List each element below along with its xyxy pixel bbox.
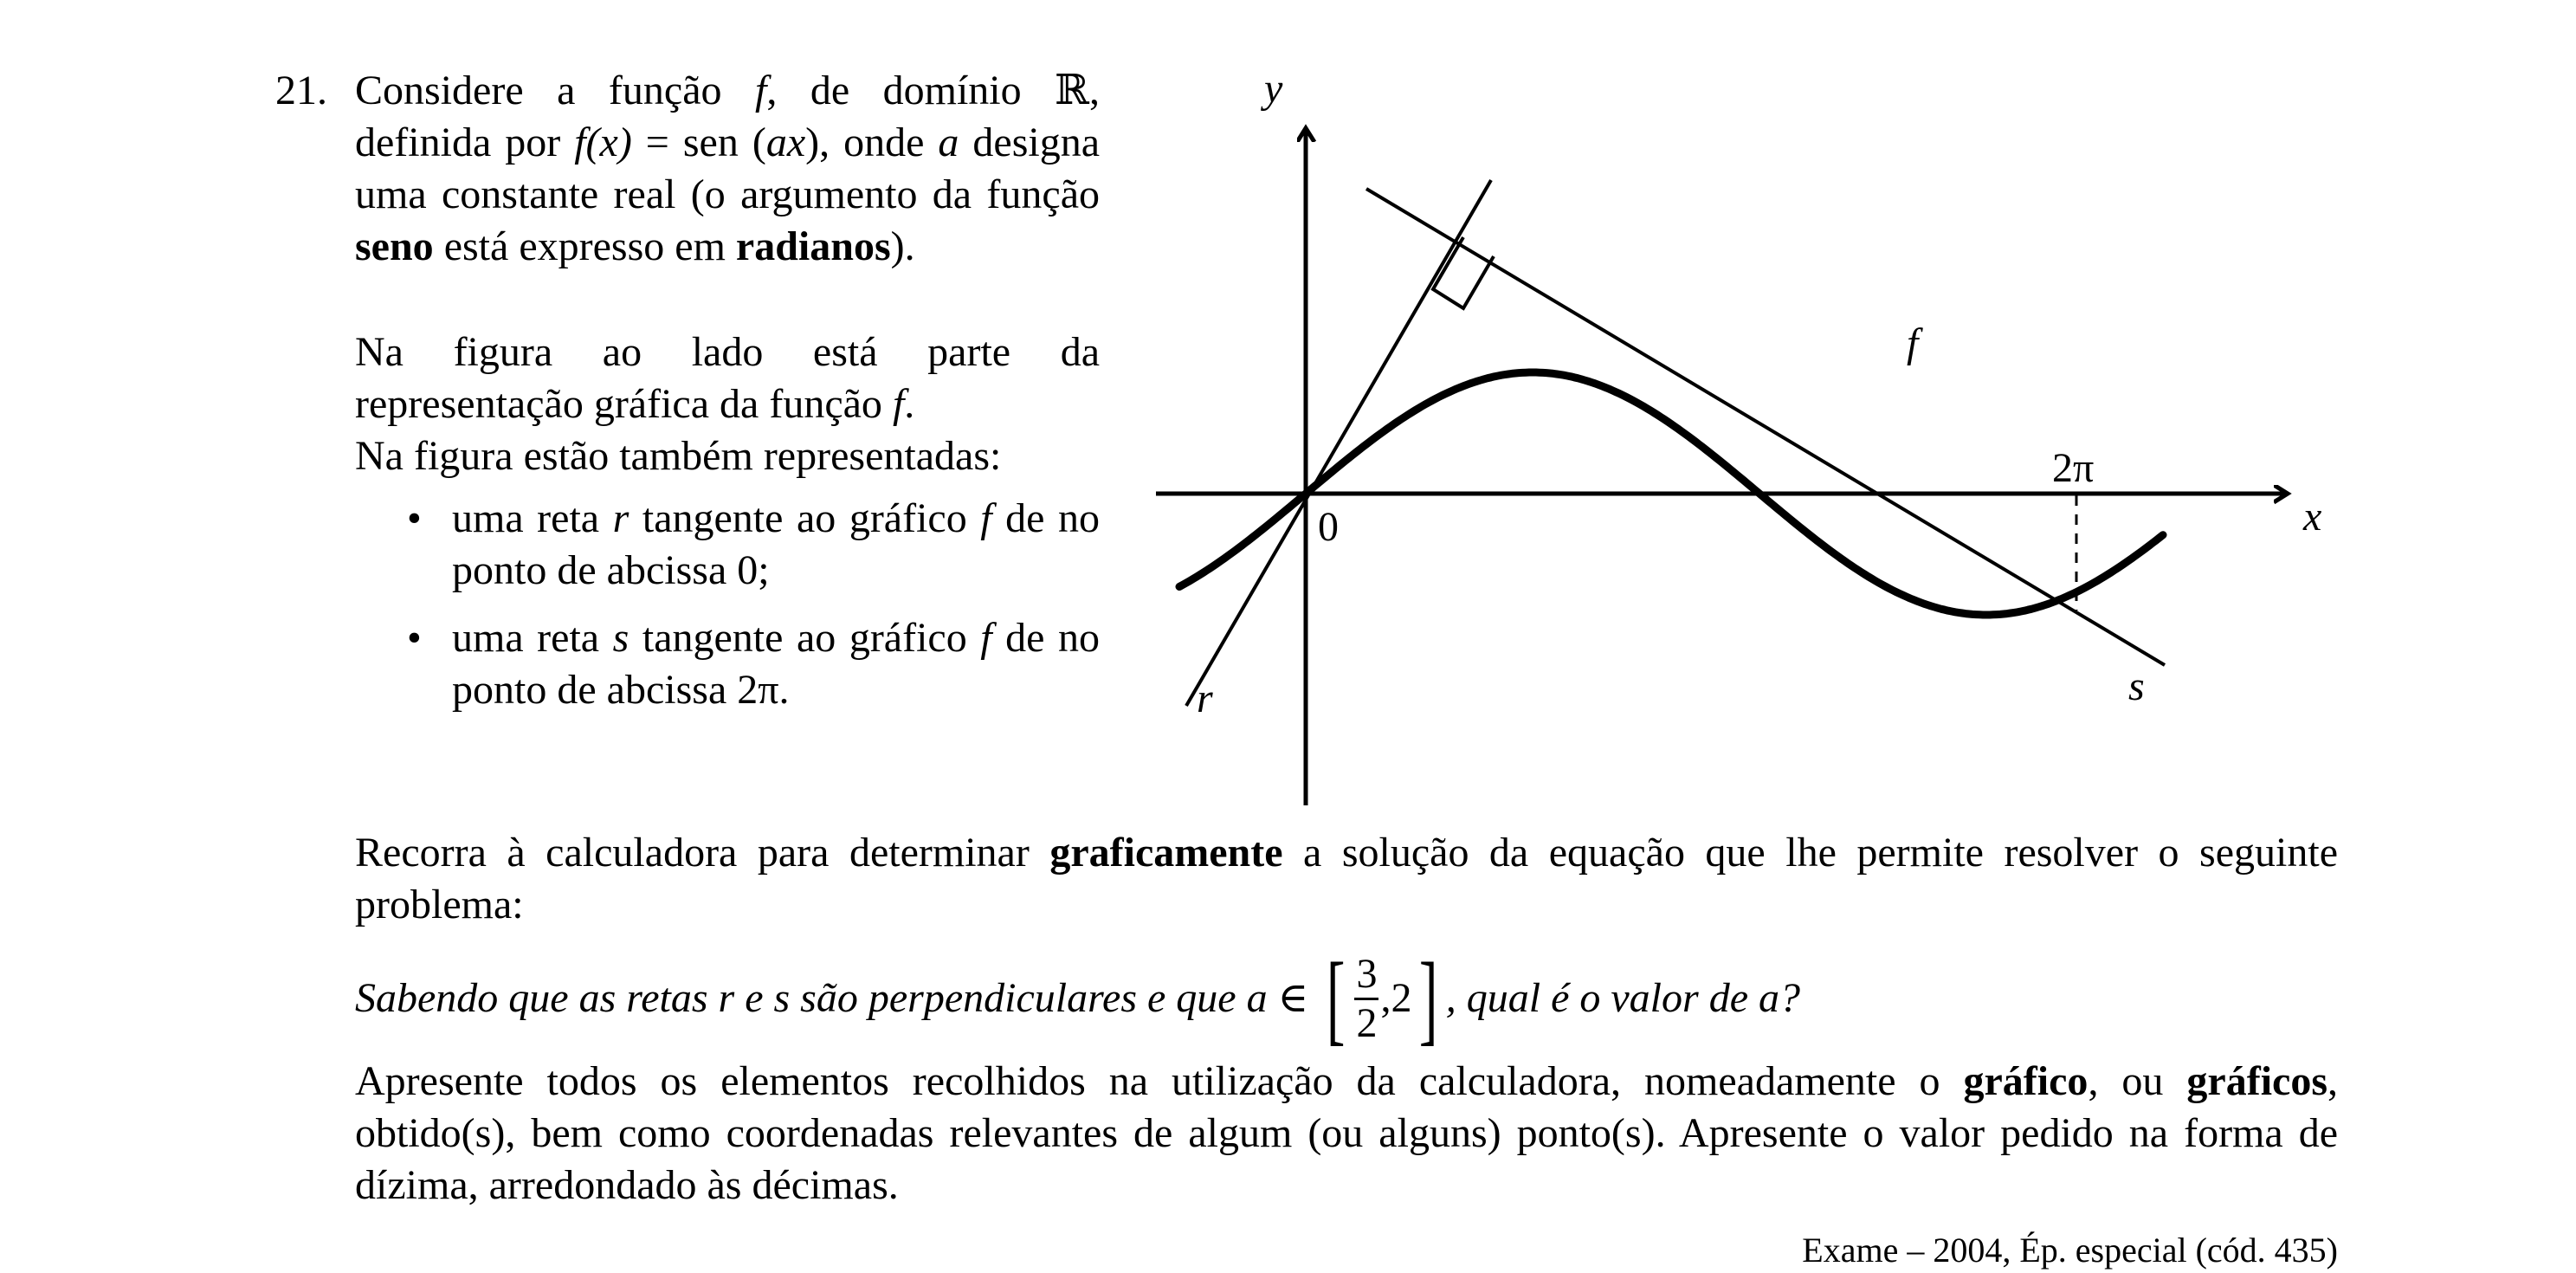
question-text: , qual é o valor de a? (1445, 975, 1800, 1021)
problem-question: Sabendo que as retas r e s são perpendic… (355, 947, 2338, 1050)
figure-description: Na figura ao lado está parte da represen… (355, 326, 1100, 430)
interval-open-bracket: [ (1326, 941, 1346, 1055)
function-symbol: f (754, 68, 767, 113)
bold-grafico: gráfico (1963, 1058, 2089, 1104)
list-item: • uma reta s tangente ao gráfico f de no … (355, 612, 1100, 716)
constant-symbol: a (938, 120, 959, 165)
intro-text: = sen ( (631, 120, 766, 165)
fraction-denominator: 2 (1356, 999, 1378, 1046)
x-axis-label: x (2302, 494, 2321, 540)
fraction-bar (1354, 997, 1379, 1000)
description-text: . (904, 381, 915, 427)
f-label: f (1907, 320, 1923, 366)
interval-upper: ,2 (1380, 975, 1412, 1021)
item-text: de no ponto de abcissa 0; (452, 495, 1100, 593)
exam-source: Exame – 2004, Ép. especial (cód. 435) (1802, 1231, 2338, 1270)
intro-paragraph: Considere a função f, de domínio ℝ, defi… (355, 65, 1100, 273)
bold-graficamente: graficamente (1049, 830, 1283, 876)
intro-text: está expresso em (433, 223, 736, 269)
bullet-icon: • (407, 615, 422, 661)
item-text: de no ponto de abcissa 2π. (452, 615, 1100, 713)
function-expression: f(x) (574, 120, 632, 165)
intro-text: Considere a função (355, 68, 755, 113)
r-label: r (1197, 675, 1213, 721)
item-text: tangente ao gráfico (629, 615, 981, 661)
item-text: uma reta (452, 495, 613, 541)
question-text: Sabendo que as retas r e s são perpendic… (355, 975, 1320, 1021)
task-section: Recorra à calculadora para determinar gr… (355, 827, 2338, 1212)
line-r-symbol: r (612, 495, 629, 541)
two-pi-label: 2π (2052, 445, 2094, 491)
origin-label: 0 (1318, 504, 1339, 550)
problem-statement: Considere a função f, de domínio ℝ, defi… (355, 65, 1100, 732)
lines-list: • uma reta r tangente ao gráfico f de no … (355, 493, 1100, 716)
s-label: s (2128, 663, 2145, 709)
item-text: uma reta (452, 615, 613, 661)
function-symbol: f (980, 615, 992, 661)
interval-close-bracket: ] (1419, 941, 1438, 1055)
lines-intro: Na figura estão também representadas: (355, 433, 1002, 479)
bold-graficos: gráficos (2186, 1058, 2328, 1104)
item-text: tangente ao gráfico (629, 495, 981, 541)
task-text: Recorra à calculadora para determinar (355, 830, 1050, 876)
bullet-icon: • (407, 495, 422, 541)
intro-text: designa uma constante real (o argumento … (355, 120, 1101, 217)
instructions-text: , ou (2088, 1058, 2187, 1104)
bold-seno: seno (355, 223, 434, 269)
instructions-paragraph: Apresente todos os elementos recolhidos … (355, 1056, 2338, 1212)
intro-text: , de domínio ℝ, definida por (355, 68, 1100, 165)
intro-text: ), onde (805, 120, 939, 165)
right-angle-marker (1430, 236, 1495, 311)
list-item: • uma reta r tangente ao gráfico f de no … (355, 493, 1100, 597)
function-symbol: f (892, 381, 905, 427)
argument-expression: ax (765, 120, 806, 165)
tangent-line-r (1185, 178, 1493, 708)
task-text: a solução da equação que lhe permite res… (355, 830, 2338, 927)
tangent-line-s (1365, 187, 2166, 667)
description-text: Na figura ao lado está parte da represen… (355, 329, 1100, 427)
bold-radianos: radianos (735, 223, 891, 269)
instructions-text: , obtido(s), bem como coordenadas releva… (355, 1058, 2339, 1208)
task-paragraph: Recorra à calculadora para determinar gr… (355, 827, 2338, 931)
instructions-text: Apresente todos os elementos recolhidos … (355, 1058, 1964, 1104)
line-s-symbol: s (612, 615, 629, 661)
problem-number: 21. (275, 68, 327, 113)
intro-text: ). (890, 223, 915, 269)
fraction-numerator: 3 (1356, 950, 1378, 997)
y-axis-label: y (1260, 66, 1283, 112)
function-symbol: f (980, 495, 992, 541)
function-curve (1175, 368, 2167, 619)
